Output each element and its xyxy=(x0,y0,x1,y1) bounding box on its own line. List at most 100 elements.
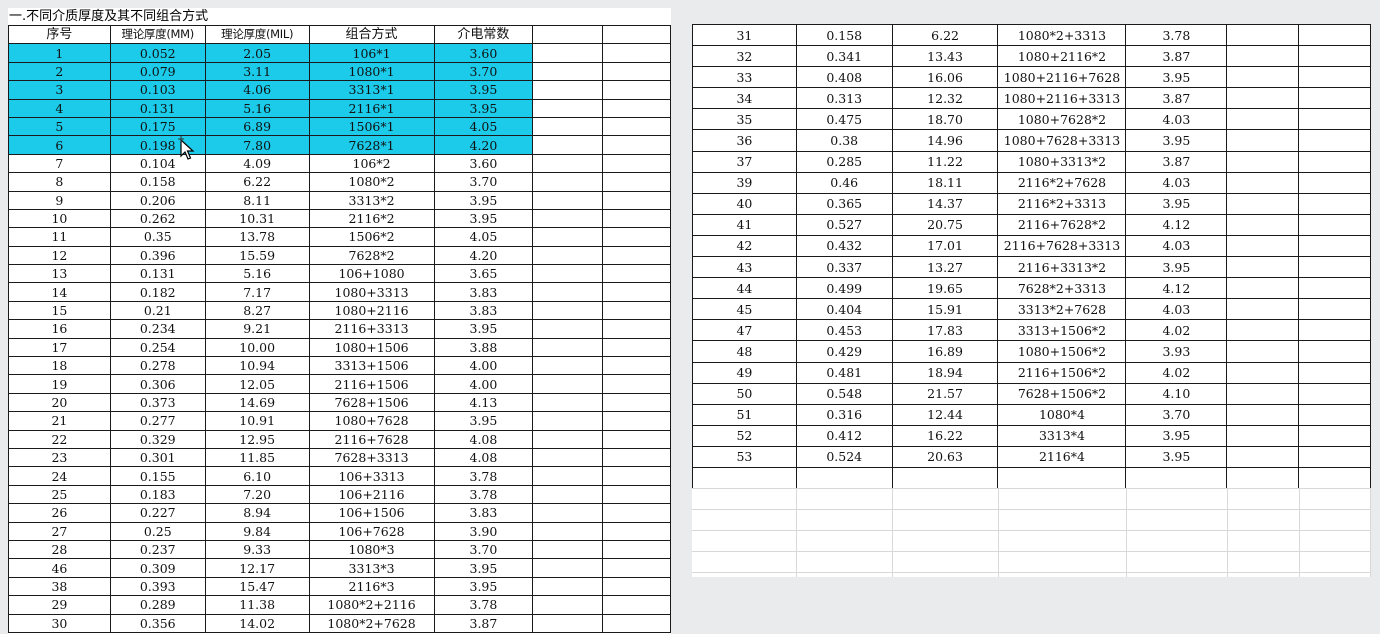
cell-combination[interactable]: 7628*1 xyxy=(308,135,435,155)
cell-combination[interactable]: 106*1 xyxy=(308,43,435,63)
cell-thickness-mil[interactable]: 17.83 xyxy=(891,319,999,342)
cell-thickness-mil[interactable]: 18.70 xyxy=(891,108,999,131)
cell-index[interactable]: 22 xyxy=(8,429,111,449)
cell-dielectric-constant[interactable]: 4.03 xyxy=(1125,108,1228,131)
empty-cell[interactable] xyxy=(602,429,671,449)
cell-dielectric-constant[interactable]: 3.70 xyxy=(1125,403,1228,426)
cell-combination[interactable]: 7628+1506*2 xyxy=(997,382,1127,405)
cell-combination[interactable]: 1506*1 xyxy=(308,116,435,137)
cell-thickness-mil[interactable]: 14.02 xyxy=(204,613,310,633)
cell-thickness-mil[interactable]: 20.75 xyxy=(891,213,999,236)
cell-thickness-mm[interactable]: 0.227 xyxy=(109,503,206,523)
empty-cell[interactable] xyxy=(532,521,604,541)
cell-index[interactable]: 48 xyxy=(692,340,797,363)
empty-cell[interactable] xyxy=(1298,24,1371,47)
header-thickness-mm[interactable]: 理论厚度(MM) xyxy=(109,24,206,45)
empty-cell[interactable] xyxy=(602,484,671,505)
cell-dielectric-constant[interactable]: 3.88 xyxy=(433,337,534,358)
cell-dielectric-constant[interactable]: 4.20 xyxy=(433,135,534,155)
empty-cell[interactable] xyxy=(532,61,604,82)
empty-cell[interactable] xyxy=(1298,403,1371,426)
cell-index[interactable]: 43 xyxy=(692,256,797,279)
cell-index[interactable]: 17 xyxy=(8,337,111,358)
empty-cell[interactable] xyxy=(532,411,604,431)
empty-cell[interactable] xyxy=(1226,150,1300,173)
cell-index[interactable]: 24 xyxy=(8,466,111,486)
empty-cell[interactable] xyxy=(602,466,671,486)
cell-index[interactable]: 25 xyxy=(8,484,111,505)
empty-cell[interactable] xyxy=(1226,277,1300,300)
empty-cell[interactable] xyxy=(1226,66,1300,89)
cell-combination[interactable]: 1080+7628*2 xyxy=(997,108,1127,131)
cell-dielectric-constant[interactable]: 3.93 xyxy=(1125,340,1228,363)
cell-combination[interactable]: 2116*1 xyxy=(308,98,435,118)
cell-index[interactable]: 23 xyxy=(8,447,111,468)
cell-thickness-mm[interactable]: 0.373 xyxy=(109,392,206,413)
cell-combination[interactable]: 2116+1506*2 xyxy=(997,361,1127,384)
cell-index[interactable]: 36 xyxy=(692,129,797,152)
cell-combination[interactable]: 2116+3313 xyxy=(308,319,435,339)
cell-dielectric-constant[interactable]: 3.70 xyxy=(433,61,534,82)
empty-cell[interactable] xyxy=(532,98,604,118)
empty-cell[interactable] xyxy=(602,558,671,578)
cell-combination[interactable]: 3313*3 xyxy=(308,558,435,578)
empty-cell[interactable] xyxy=(532,172,604,192)
empty-cell[interactable] xyxy=(602,374,671,394)
cell-index[interactable]: 27 xyxy=(8,521,111,541)
cell-dielectric-constant[interactable]: 3.95 xyxy=(1125,66,1228,89)
cell-dielectric-constant[interactable]: 4.20 xyxy=(433,245,534,266)
empty-cell[interactable] xyxy=(602,595,671,615)
empty-cell[interactable] xyxy=(602,172,671,192)
cell-index[interactable]: 1 xyxy=(8,43,111,63)
cell-thickness-mil[interactable]: 18.94 xyxy=(891,361,999,384)
cell-thickness-mm[interactable]: 0.527 xyxy=(795,213,893,236)
empty-cell[interactable] xyxy=(1298,466,1371,490)
cell-combination[interactable]: 2116*4 xyxy=(997,445,1127,468)
empty-cell[interactable] xyxy=(602,319,671,339)
empty-cell[interactable] xyxy=(602,521,671,541)
cell-index[interactable]: 16 xyxy=(8,319,111,339)
cell-index[interactable]: 19 xyxy=(8,374,111,394)
cell-combination[interactable]: 3313*2+7628 xyxy=(997,298,1127,321)
cell-thickness-mil[interactable]: 9.33 xyxy=(204,539,310,560)
cell-combination[interactable]: 1080+3313 xyxy=(308,282,435,302)
header-index[interactable]: 序号 xyxy=(8,24,111,45)
cell-dielectric-constant[interactable]: 3.95 xyxy=(1125,445,1228,468)
empty-cell[interactable] xyxy=(532,245,604,266)
cell-thickness-mm[interactable]: 0.278 xyxy=(109,356,206,376)
empty-cell[interactable] xyxy=(1298,108,1371,131)
cell-index[interactable]: 41 xyxy=(692,213,797,236)
cell-thickness-mil[interactable]: 12.05 xyxy=(204,374,310,394)
cell-thickness-mm[interactable]: 0.237 xyxy=(109,539,206,560)
empty-cell[interactable] xyxy=(997,466,1127,490)
cell-thickness-mm[interactable]: 0.182 xyxy=(109,282,206,302)
cell-index[interactable]: 10 xyxy=(8,208,111,229)
cell-combination[interactable]: 1080*1 xyxy=(308,61,435,82)
empty-cell[interactable] xyxy=(1298,445,1371,468)
cell-thickness-mm[interactable]: 0.35 xyxy=(109,227,206,247)
empty-cell[interactable] xyxy=(1298,340,1371,363)
cell-thickness-mm[interactable]: 0.393 xyxy=(109,576,206,597)
cell-thickness-mm[interactable]: 0.301 xyxy=(109,447,206,468)
cell-dielectric-constant[interactable]: 3.95 xyxy=(1125,129,1228,152)
cell-thickness-mil[interactable]: 12.32 xyxy=(891,87,999,110)
cell-thickness-mm[interactable]: 0.313 xyxy=(795,87,893,110)
cell-thickness-mil[interactable]: 14.37 xyxy=(891,192,999,215)
cell-combination[interactable]: 1506*2 xyxy=(308,227,435,247)
empty-cell[interactable] xyxy=(1226,424,1300,447)
cell-dielectric-constant[interactable]: 3.60 xyxy=(433,153,534,174)
empty-cell[interactable] xyxy=(602,135,671,155)
empty-cell[interactable] xyxy=(532,356,604,376)
cell-index[interactable]: 6 xyxy=(8,135,111,155)
empty-cell[interactable] xyxy=(532,24,604,45)
cell-index[interactable]: 11 xyxy=(8,227,111,247)
cell-thickness-mil[interactable]: 16.89 xyxy=(891,340,999,363)
empty-cell[interactable] xyxy=(1226,445,1300,468)
cell-dielectric-constant[interactable]: 3.83 xyxy=(433,503,534,523)
cell-dielectric-constant[interactable]: 3.70 xyxy=(433,539,534,560)
cell-index[interactable]: 44 xyxy=(692,277,797,300)
cell-index[interactable]: 37 xyxy=(692,150,797,173)
cell-thickness-mm[interactable]: 0.429 xyxy=(795,340,893,363)
cell-combination[interactable]: 1080+7628+3313 xyxy=(997,129,1127,152)
empty-cell[interactable] xyxy=(1298,129,1371,152)
